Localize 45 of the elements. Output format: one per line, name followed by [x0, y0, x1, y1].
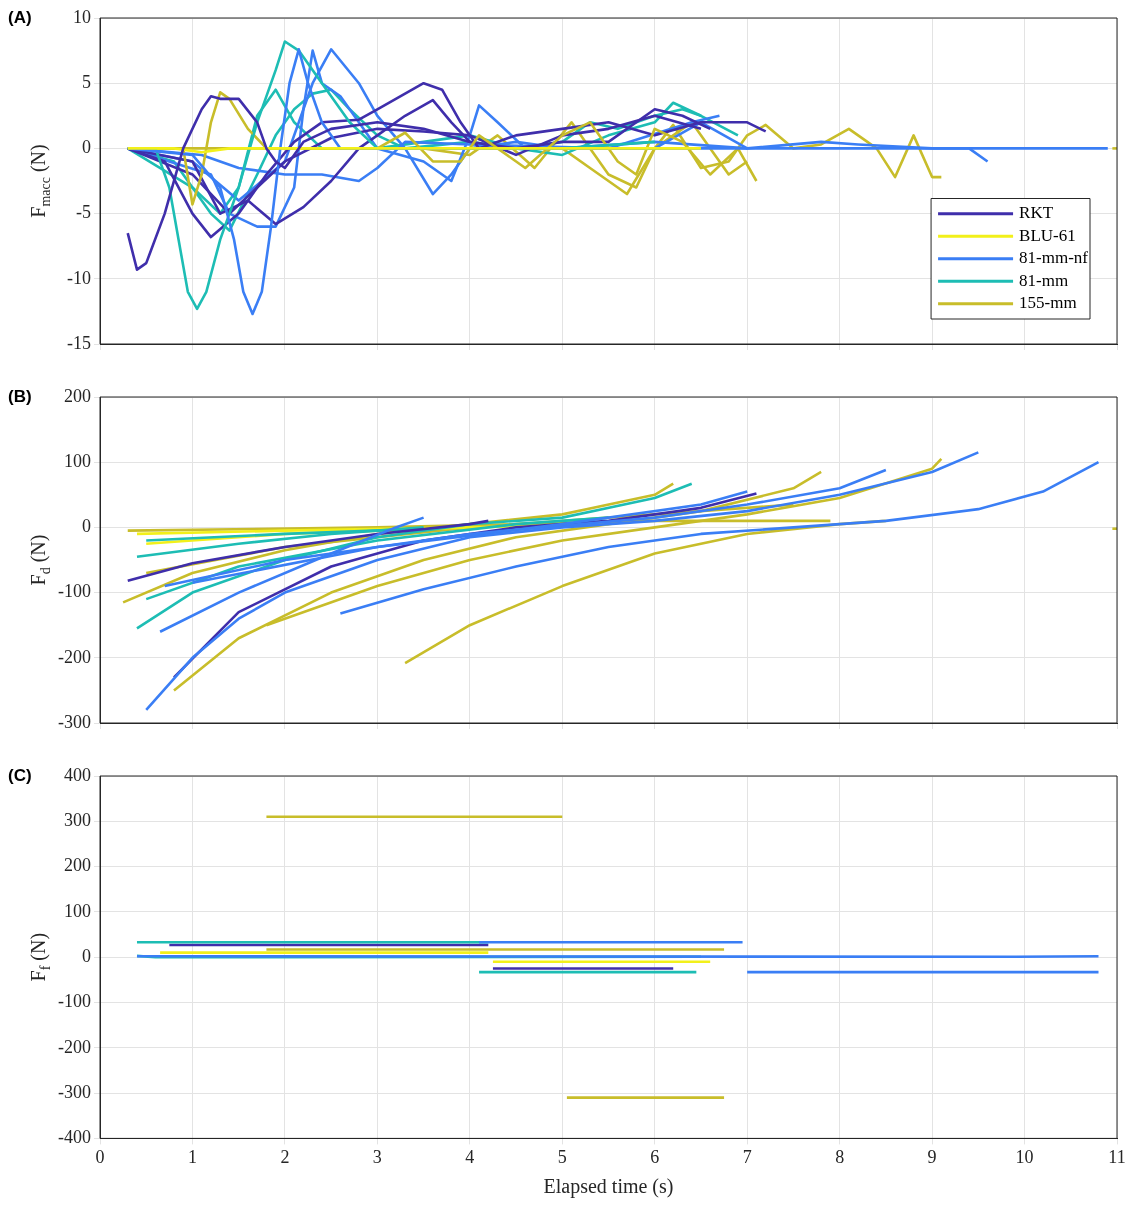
x-axis-title: Elapsed time (s)	[543, 1175, 674, 1199]
y-tick-label: 200	[64, 385, 91, 406]
y-axis-title: Fd (N)	[27, 534, 53, 586]
legend-label: 81-mm-nf	[1019, 248, 1089, 268]
y-tick-label: 300	[64, 810, 91, 831]
y-tick-label: -300	[58, 1081, 91, 1102]
y-tick-label: 100	[64, 900, 91, 921]
y-tick-label: 400	[64, 764, 91, 785]
legend-label: BLU-61	[1019, 225, 1076, 245]
chart-title: (B)	[8, 386, 32, 406]
y-tick-label: 0	[82, 516, 91, 537]
y-tick-label: -200	[58, 646, 91, 667]
x-tick-label: 5	[557, 1146, 567, 1167]
x-tick-label: 0	[95, 1146, 105, 1167]
y-tick-label: -100	[58, 581, 91, 602]
legend-label: 81-mm	[1019, 270, 1069, 290]
y-tick-label: -10	[67, 267, 91, 288]
y-tick-label: 0	[82, 137, 91, 158]
x-tick-label: 10	[1015, 1146, 1034, 1167]
y-tick-label: -400	[58, 1127, 91, 1148]
x-tick-label: 7	[742, 1146, 752, 1167]
x-tick-label: 6	[650, 1146, 660, 1167]
x-tick-label: 3	[372, 1146, 382, 1167]
y-tick-label: 200	[64, 855, 91, 876]
x-tick-label: 4	[465, 1146, 475, 1167]
y-tick-label: -15	[67, 332, 91, 353]
y-tick-label: 5	[82, 71, 91, 92]
x-tick-label: 1	[187, 1146, 197, 1167]
y-tick-label: -100	[58, 991, 91, 1012]
y-tick-label: 100	[64, 450, 91, 471]
x-tick-label: 2	[280, 1146, 290, 1167]
chart-title: (A)	[8, 7, 32, 27]
y-tick-label: 0	[82, 945, 91, 966]
x-tick-label: 8	[835, 1146, 845, 1167]
y-tick-label: -5	[76, 202, 91, 223]
x-tick-label: 11	[1108, 1146, 1126, 1167]
x-tick-label: 9	[927, 1146, 937, 1167]
legend-label: 155-mm	[1019, 293, 1077, 313]
y-axis-title: Fmacc (N)	[27, 144, 53, 218]
y-axis-title: Ff (N)	[27, 932, 53, 982]
chart-title: (C)	[8, 765, 32, 785]
y-tick-label: -300	[58, 711, 91, 732]
legend-label: RKT	[1019, 203, 1054, 223]
y-tick-label: 10	[73, 6, 91, 27]
y-tick-label: -200	[58, 1036, 91, 1057]
